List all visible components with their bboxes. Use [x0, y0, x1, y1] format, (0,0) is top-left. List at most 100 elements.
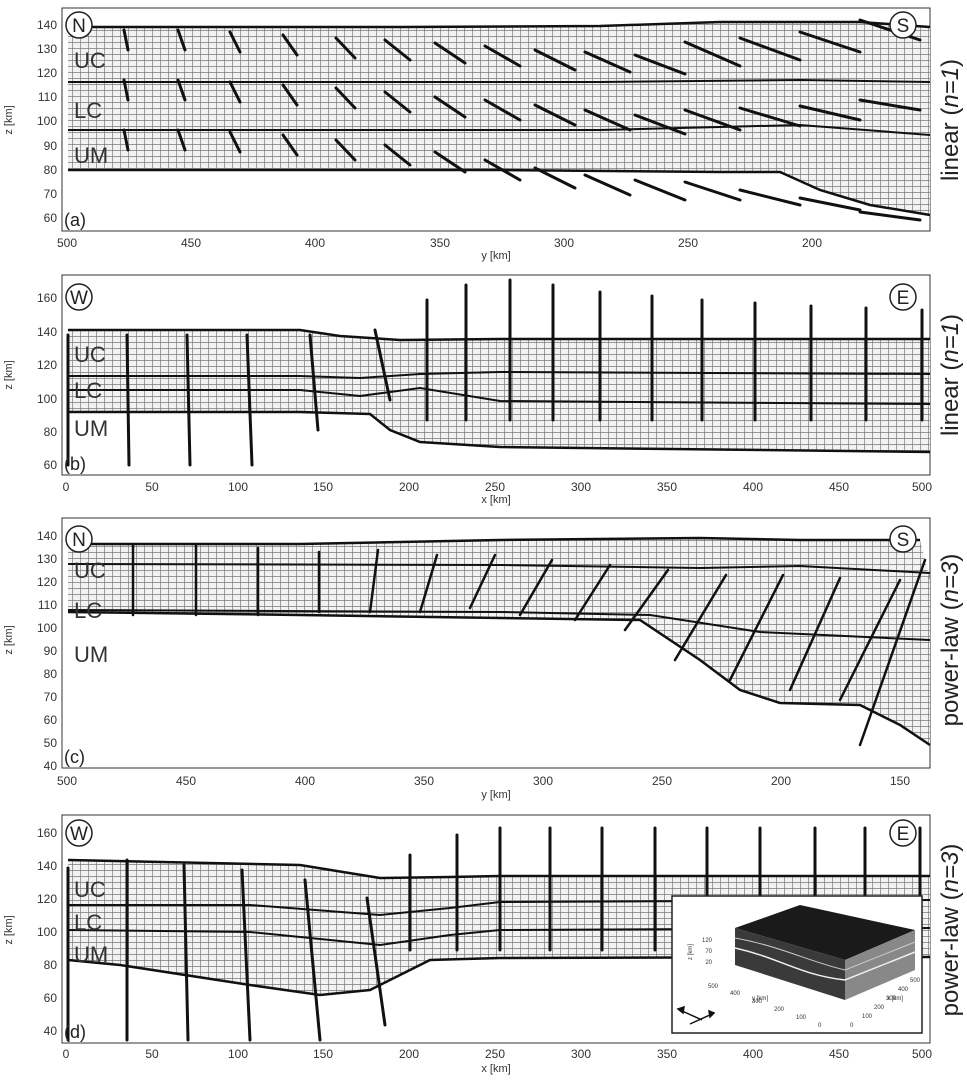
y-tick: 120 [37, 66, 57, 80]
side-title-text: linear [937, 122, 964, 181]
side-title-n: n=3 [937, 851, 964, 892]
y-tick: 100 [37, 621, 57, 635]
y-tick: 90 [44, 644, 58, 658]
x-tick: 350 [657, 480, 677, 494]
inset-x-tick: 500 [910, 978, 921, 984]
side-title-n: n=3 [937, 561, 964, 602]
panel-d: W E UC LC UM (d) 0 50 100 150 200 250 30… [3, 814, 964, 1075]
model-mesh [68, 538, 930, 745]
north-marker: N [72, 16, 86, 37]
layer-label-um: UM [74, 416, 108, 441]
x-axis-label: x [km] [481, 494, 510, 506]
layer-boundary-uc-lc [68, 370, 931, 380]
west-marker-circle [65, 819, 93, 847]
x-tick: 150 [313, 480, 333, 494]
layer-boundary-top [68, 536, 920, 546]
layer-label-lc: LC [74, 910, 102, 935]
x-tick: 500 [57, 236, 77, 250]
north-marker: N [72, 530, 86, 551]
x-tick: 0 [63, 1047, 70, 1061]
x-tick: 300 [571, 1047, 591, 1061]
layer-label-uc: UC [74, 877, 106, 902]
inset-x-tick: 400 [898, 987, 909, 993]
y-tick: 100 [37, 392, 57, 406]
y-tick: 140 [37, 529, 57, 543]
y-tick: 120 [37, 575, 57, 589]
x-tick: 300 [533, 774, 553, 788]
x-tick: 400 [305, 236, 325, 250]
y-tick: 80 [44, 958, 58, 972]
south-marker-circle [889, 525, 917, 553]
south-marker-circle [889, 11, 917, 39]
y-axis-label: z [km] [3, 105, 15, 134]
layer-label-um: UM [74, 143, 108, 168]
model-mesh [68, 22, 930, 215]
y-tick: 160 [37, 291, 57, 305]
x-tick: 300 [554, 236, 574, 250]
south-marker: S [897, 530, 910, 551]
side-title-text: power-law [937, 906, 964, 1016]
south-marker: S [897, 16, 910, 37]
x-tick: 200 [399, 480, 419, 494]
y-tick: 40 [44, 759, 58, 773]
x-tick: 250 [485, 480, 505, 494]
x-tick: 100 [228, 1047, 248, 1061]
north-marker-circle [65, 11, 93, 39]
layer-boundary-top [67, 858, 930, 880]
y-tick: 80 [44, 163, 58, 177]
north-marker-circle [65, 525, 93, 553]
layer-label-um: UM [74, 942, 108, 967]
y-tick: 60 [44, 211, 58, 225]
inset-x-tick: 0 [850, 1023, 854, 1029]
west-marker: W [70, 288, 88, 309]
east-marker-circle [889, 819, 917, 847]
panel-label: (d) [64, 1022, 86, 1042]
inset-x-label: x [km] [887, 996, 903, 1002]
x-axis-label: y [km] [481, 789, 510, 801]
block-top-face [735, 905, 915, 960]
x-tick: 450 [829, 480, 849, 494]
x-tick: 500 [912, 1047, 932, 1061]
side-title-paren-open: ( [937, 602, 964, 617]
x-tick: 500 [912, 480, 932, 494]
y-axis-label: z [km] [3, 360, 15, 389]
x-tick: 300 [571, 480, 591, 494]
side-title: power-law (n=3) [937, 554, 964, 727]
x-tick: 350 [414, 774, 434, 788]
y-tick: 60 [44, 713, 58, 727]
inset-y-tick: 300 [752, 999, 763, 1005]
inset-y-label: y [km] [752, 996, 768, 1002]
layer-label-lc: LC [74, 98, 102, 123]
x-tick: 100 [228, 480, 248, 494]
panel-label: (c) [64, 747, 85, 767]
layer-boundary-lc-um [68, 123, 931, 136]
panel-a: N S UC LC UM (a) 500 450 400 350 300 250… [3, 7, 964, 262]
block-layer-stripe [734, 937, 916, 971]
layer-boundary-base [67, 955, 931, 997]
y-tick: 60 [44, 991, 58, 1005]
y-axis-label: z [km] [3, 625, 15, 654]
inset-3d-block: z [km] 120 70 20 y [km] 500 400 300 200 … [671, 895, 923, 1034]
y-tick: 130 [37, 552, 57, 566]
y-tick: 70 [44, 187, 58, 201]
panel-label: (b) [64, 454, 86, 474]
block-side-face [845, 930, 915, 1000]
y-tick: 110 [38, 90, 57, 104]
x-tick: 250 [678, 236, 698, 250]
east-marker: E [897, 824, 910, 845]
y-tick: 120 [37, 892, 57, 906]
x-tick: 150 [890, 774, 910, 788]
y-tick: 160 [37, 826, 57, 840]
side-title-n: n=1 [937, 67, 964, 108]
layer-label-uc: UC [74, 48, 106, 73]
inset-y-tick: 0 [818, 1023, 822, 1029]
x-tick: 250 [652, 774, 672, 788]
velocity-arrows [66, 278, 924, 467]
block-layer-stripe [734, 947, 916, 981]
side-title-paren-close: ) [937, 59, 964, 67]
y-tick: 140 [37, 18, 57, 32]
east-marker-circle [889, 283, 917, 311]
panel-b: W E UC LC UM (b) 0 50 100 150 200 250 30… [3, 274, 964, 506]
layer-label-lc: LC [74, 378, 102, 403]
